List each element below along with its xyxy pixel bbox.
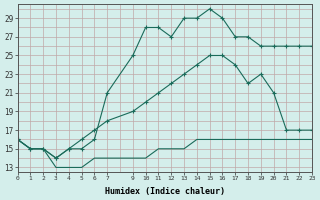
X-axis label: Humidex (Indice chaleur): Humidex (Indice chaleur) [105, 187, 225, 196]
